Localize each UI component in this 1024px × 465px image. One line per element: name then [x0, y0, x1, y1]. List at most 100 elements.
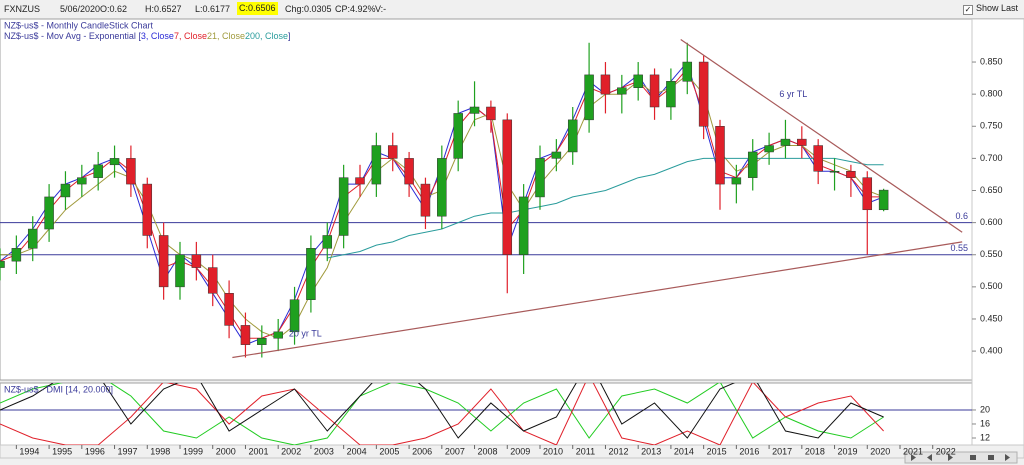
- x-tick-label: 2004: [347, 446, 367, 456]
- scrollbar[interactable]: [904, 451, 1018, 464]
- x-tick-label: 2003: [314, 446, 334, 456]
- moving-average: [327, 157, 884, 259]
- x-tick-label: 2022: [936, 446, 956, 456]
- scrollbar-track[interactable]: [904, 451, 1018, 464]
- candle-body: [207, 267, 218, 294]
- show-last-label: Show Last: [975, 3, 1018, 13]
- header-field: Chg:0.0305: [285, 4, 332, 14]
- candle-body: [780, 138, 791, 146]
- dmi-panel: [0, 382, 973, 446]
- candle-body: [731, 177, 742, 185]
- header-field: 5/06/2020: [60, 4, 101, 14]
- candle-body: [355, 177, 365, 185]
- show-last-checkbox[interactable]: ✓ Show Last: [962, 3, 1018, 15]
- main-panel: [0, 19, 973, 381]
- x-tick-label: 2005: [379, 446, 399, 456]
- candle-body: [44, 196, 54, 230]
- x-tick-label: 2017: [772, 446, 792, 456]
- scroll-button[interactable]: [948, 454, 953, 461]
- indicator-line: [0, 383, 884, 445]
- x-tick-label: 2007: [445, 446, 465, 456]
- trendline-label: 20 yr TL: [289, 328, 322, 338]
- legend-suffix: ]: [288, 31, 291, 41]
- y-tick-label: 0.700: [980, 153, 1003, 163]
- x-tick-label: 1997: [118, 446, 138, 456]
- x-tick-label: 2009: [510, 446, 530, 456]
- candle-body: [404, 158, 414, 185]
- candle-body: [387, 145, 398, 159]
- candle-body: [175, 254, 185, 288]
- legend-entry: 21, Close: [207, 31, 245, 41]
- candle-body: [846, 170, 856, 178]
- zoom-button[interactable]: [988, 455, 994, 460]
- y-tick-label: 0.800: [980, 89, 1003, 99]
- y-tick-label: 12: [980, 432, 990, 442]
- header-field: FXNZUS: [4, 4, 40, 14]
- candle-body: [126, 158, 136, 185]
- candle-body: [862, 177, 873, 211]
- candle-body: [453, 113, 463, 159]
- level-label: 0.55: [950, 243, 968, 253]
- candle-body: [715, 126, 725, 185]
- legend-entry: 200, Close: [245, 31, 288, 41]
- x-tick-label: 2019: [838, 446, 858, 456]
- scroll-button[interactable]: [911, 454, 916, 461]
- candle-body: [682, 61, 693, 82]
- candle-body: [273, 331, 283, 339]
- x-tick-label: 2015: [707, 446, 727, 456]
- candle-body: [306, 248, 316, 300]
- scroll-button[interactable]: [1005, 454, 1010, 461]
- y-tick-label: 0.500: [980, 281, 1003, 291]
- trendline: [680, 39, 963, 233]
- candle-body: [77, 177, 87, 185]
- x-tick-label: 1995: [52, 446, 72, 456]
- y-tick-label: 0.450: [980, 313, 1003, 323]
- value-axis-area: [971, 19, 1024, 446]
- candle-body: [289, 299, 300, 333]
- candle-body: [224, 293, 234, 326]
- chart-title: NZ$-us$ - Monthly CandleStick Chart: [4, 20, 154, 30]
- candle-body: [322, 235, 333, 249]
- candle-body: [878, 189, 889, 211]
- y-tick-label: 0.400: [980, 345, 1003, 355]
- ma-legend: NZ$-us$ - Mov Avg - Exponential [3, Clos…: [4, 31, 291, 41]
- y-tick-label: 0.550: [980, 249, 1003, 259]
- y-tick-label: 0.850: [980, 56, 1003, 66]
- toolbar: ✓ Show Last FXNZUS 5/06/2020 O:0.62 H:0.6527…: [0, 0, 1024, 19]
- candle-body: [240, 325, 251, 345]
- candle-body: [617, 87, 627, 95]
- candle-body: [338, 177, 349, 236]
- candle-body: [567, 119, 578, 153]
- candle-body: [142, 183, 153, 236]
- x-tick-label: 1996: [85, 446, 105, 456]
- header-field: C:0.6506: [237, 2, 278, 15]
- x-tick-label: 2011: [576, 446, 595, 456]
- candle-body: [191, 254, 202, 268]
- indicator-line: [0, 383, 884, 445]
- candle-body: [600, 74, 611, 95]
- x-tick-label: 2016: [739, 446, 759, 456]
- trendline-label: 6 yr TL: [779, 89, 807, 99]
- x-tick-label: 2021: [903, 446, 923, 456]
- x-tick-label: 1994: [19, 446, 39, 456]
- x-tick-label: 2006: [412, 446, 432, 456]
- candle-body: [797, 138, 807, 146]
- plot-area: [0, 39, 972, 359]
- candle-body: [158, 235, 169, 288]
- candle-body: [93, 164, 103, 178]
- header-field: L:0.6177: [195, 4, 231, 14]
- candle-body: [584, 74, 594, 121]
- x-tick-label: 2012: [608, 446, 628, 456]
- x-tick-label: 2020: [870, 446, 890, 456]
- scroll-button[interactable]: [927, 454, 932, 461]
- candle-body: [747, 151, 758, 178]
- x-tick-label: 2002: [281, 446, 301, 456]
- chart: 0.400 0.450 0.500 0.550 0.600 0.650 0.700 0.750…: [0, 19, 1024, 464]
- x-tick-label: 2001: [248, 446, 268, 456]
- candle-body: [11, 248, 22, 262]
- y-tick-label: 0.650: [980, 185, 1003, 195]
- zoom-button[interactable]: [970, 455, 976, 460]
- level-label: 0.6: [955, 211, 968, 221]
- candle-body: [469, 106, 480, 114]
